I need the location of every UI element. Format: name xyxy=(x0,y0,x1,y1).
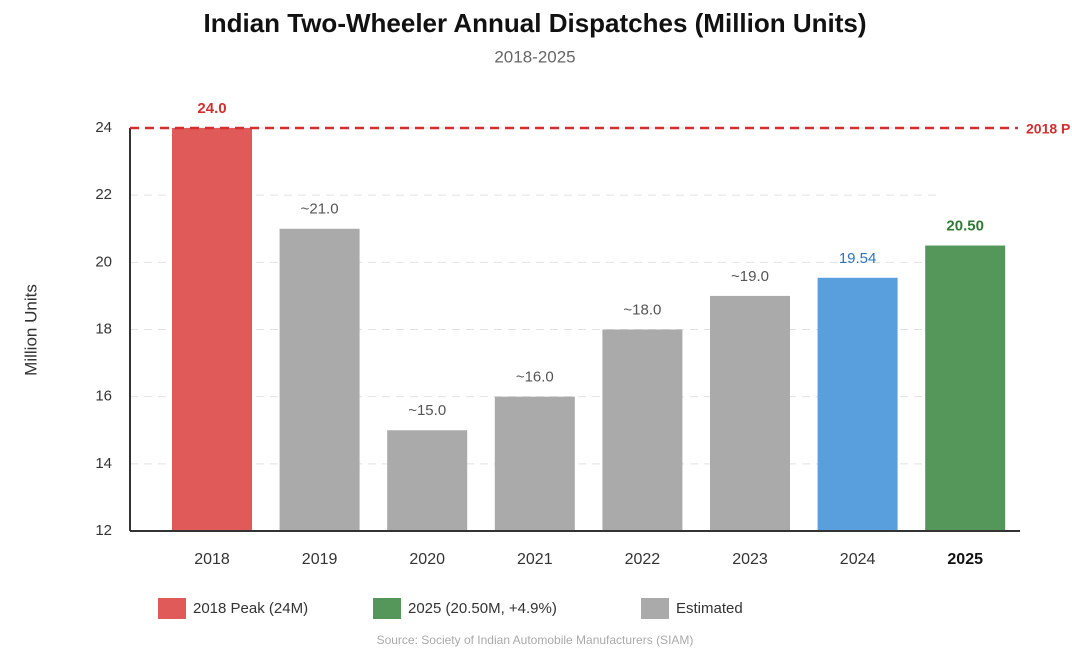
x-tick-label: 2021 xyxy=(517,551,553,568)
x-tick-label: 2022 xyxy=(625,551,661,568)
bar xyxy=(925,245,1006,531)
bar xyxy=(172,128,252,531)
x-tick-label: 2018 xyxy=(194,551,230,568)
legend-label: Estimated xyxy=(676,600,743,617)
bar xyxy=(387,430,468,531)
y-tick-label: 16 xyxy=(95,388,112,405)
bar xyxy=(279,228,360,531)
legend-swatch xyxy=(373,598,401,619)
y-tick-label: 20 xyxy=(95,253,112,270)
legend-label: 2025 (20.50M, +4.9%) xyxy=(408,600,557,617)
x-tick-label: 2025 xyxy=(947,551,983,568)
legend-label: 2018 Peak (24M) xyxy=(193,600,308,617)
x-tick-label: 2023 xyxy=(732,551,768,568)
x-tick-label: 2024 xyxy=(840,551,876,568)
y-tick-label: 14 xyxy=(95,455,112,472)
source-note: Source: Society of Indian Automobile Man… xyxy=(377,633,694,647)
value-label: 20.50 xyxy=(946,218,984,235)
value-label: 19.54 xyxy=(839,250,877,267)
chart-title: Indian Two-Wheeler Annual Dispatches (Mi… xyxy=(203,8,866,38)
value-label: ~18.0 xyxy=(623,301,661,318)
bar xyxy=(710,295,790,531)
bar xyxy=(817,277,898,531)
y-tick-label: 24 xyxy=(95,119,112,136)
bar xyxy=(602,329,683,531)
y-axis-title: Million Units xyxy=(21,284,40,376)
value-label: ~16.0 xyxy=(516,369,554,386)
value-label: ~15.0 xyxy=(408,402,446,419)
y-tick-label: 12 xyxy=(95,522,112,539)
reference-label: 2018 P xyxy=(1026,121,1070,137)
bar xyxy=(494,396,575,531)
y-tick-label: 18 xyxy=(95,320,112,337)
chart-subtitle: 2018-2025 xyxy=(494,47,575,66)
value-label: ~21.0 xyxy=(301,201,339,218)
x-tick-label: 2019 xyxy=(302,551,338,568)
y-tick-label: 22 xyxy=(95,186,112,203)
value-label: 24.0 xyxy=(197,100,226,117)
value-label: ~19.0 xyxy=(731,268,769,285)
legend-swatch xyxy=(641,598,669,619)
x-tick-label: 2020 xyxy=(409,551,445,568)
legend-swatch xyxy=(158,598,186,619)
